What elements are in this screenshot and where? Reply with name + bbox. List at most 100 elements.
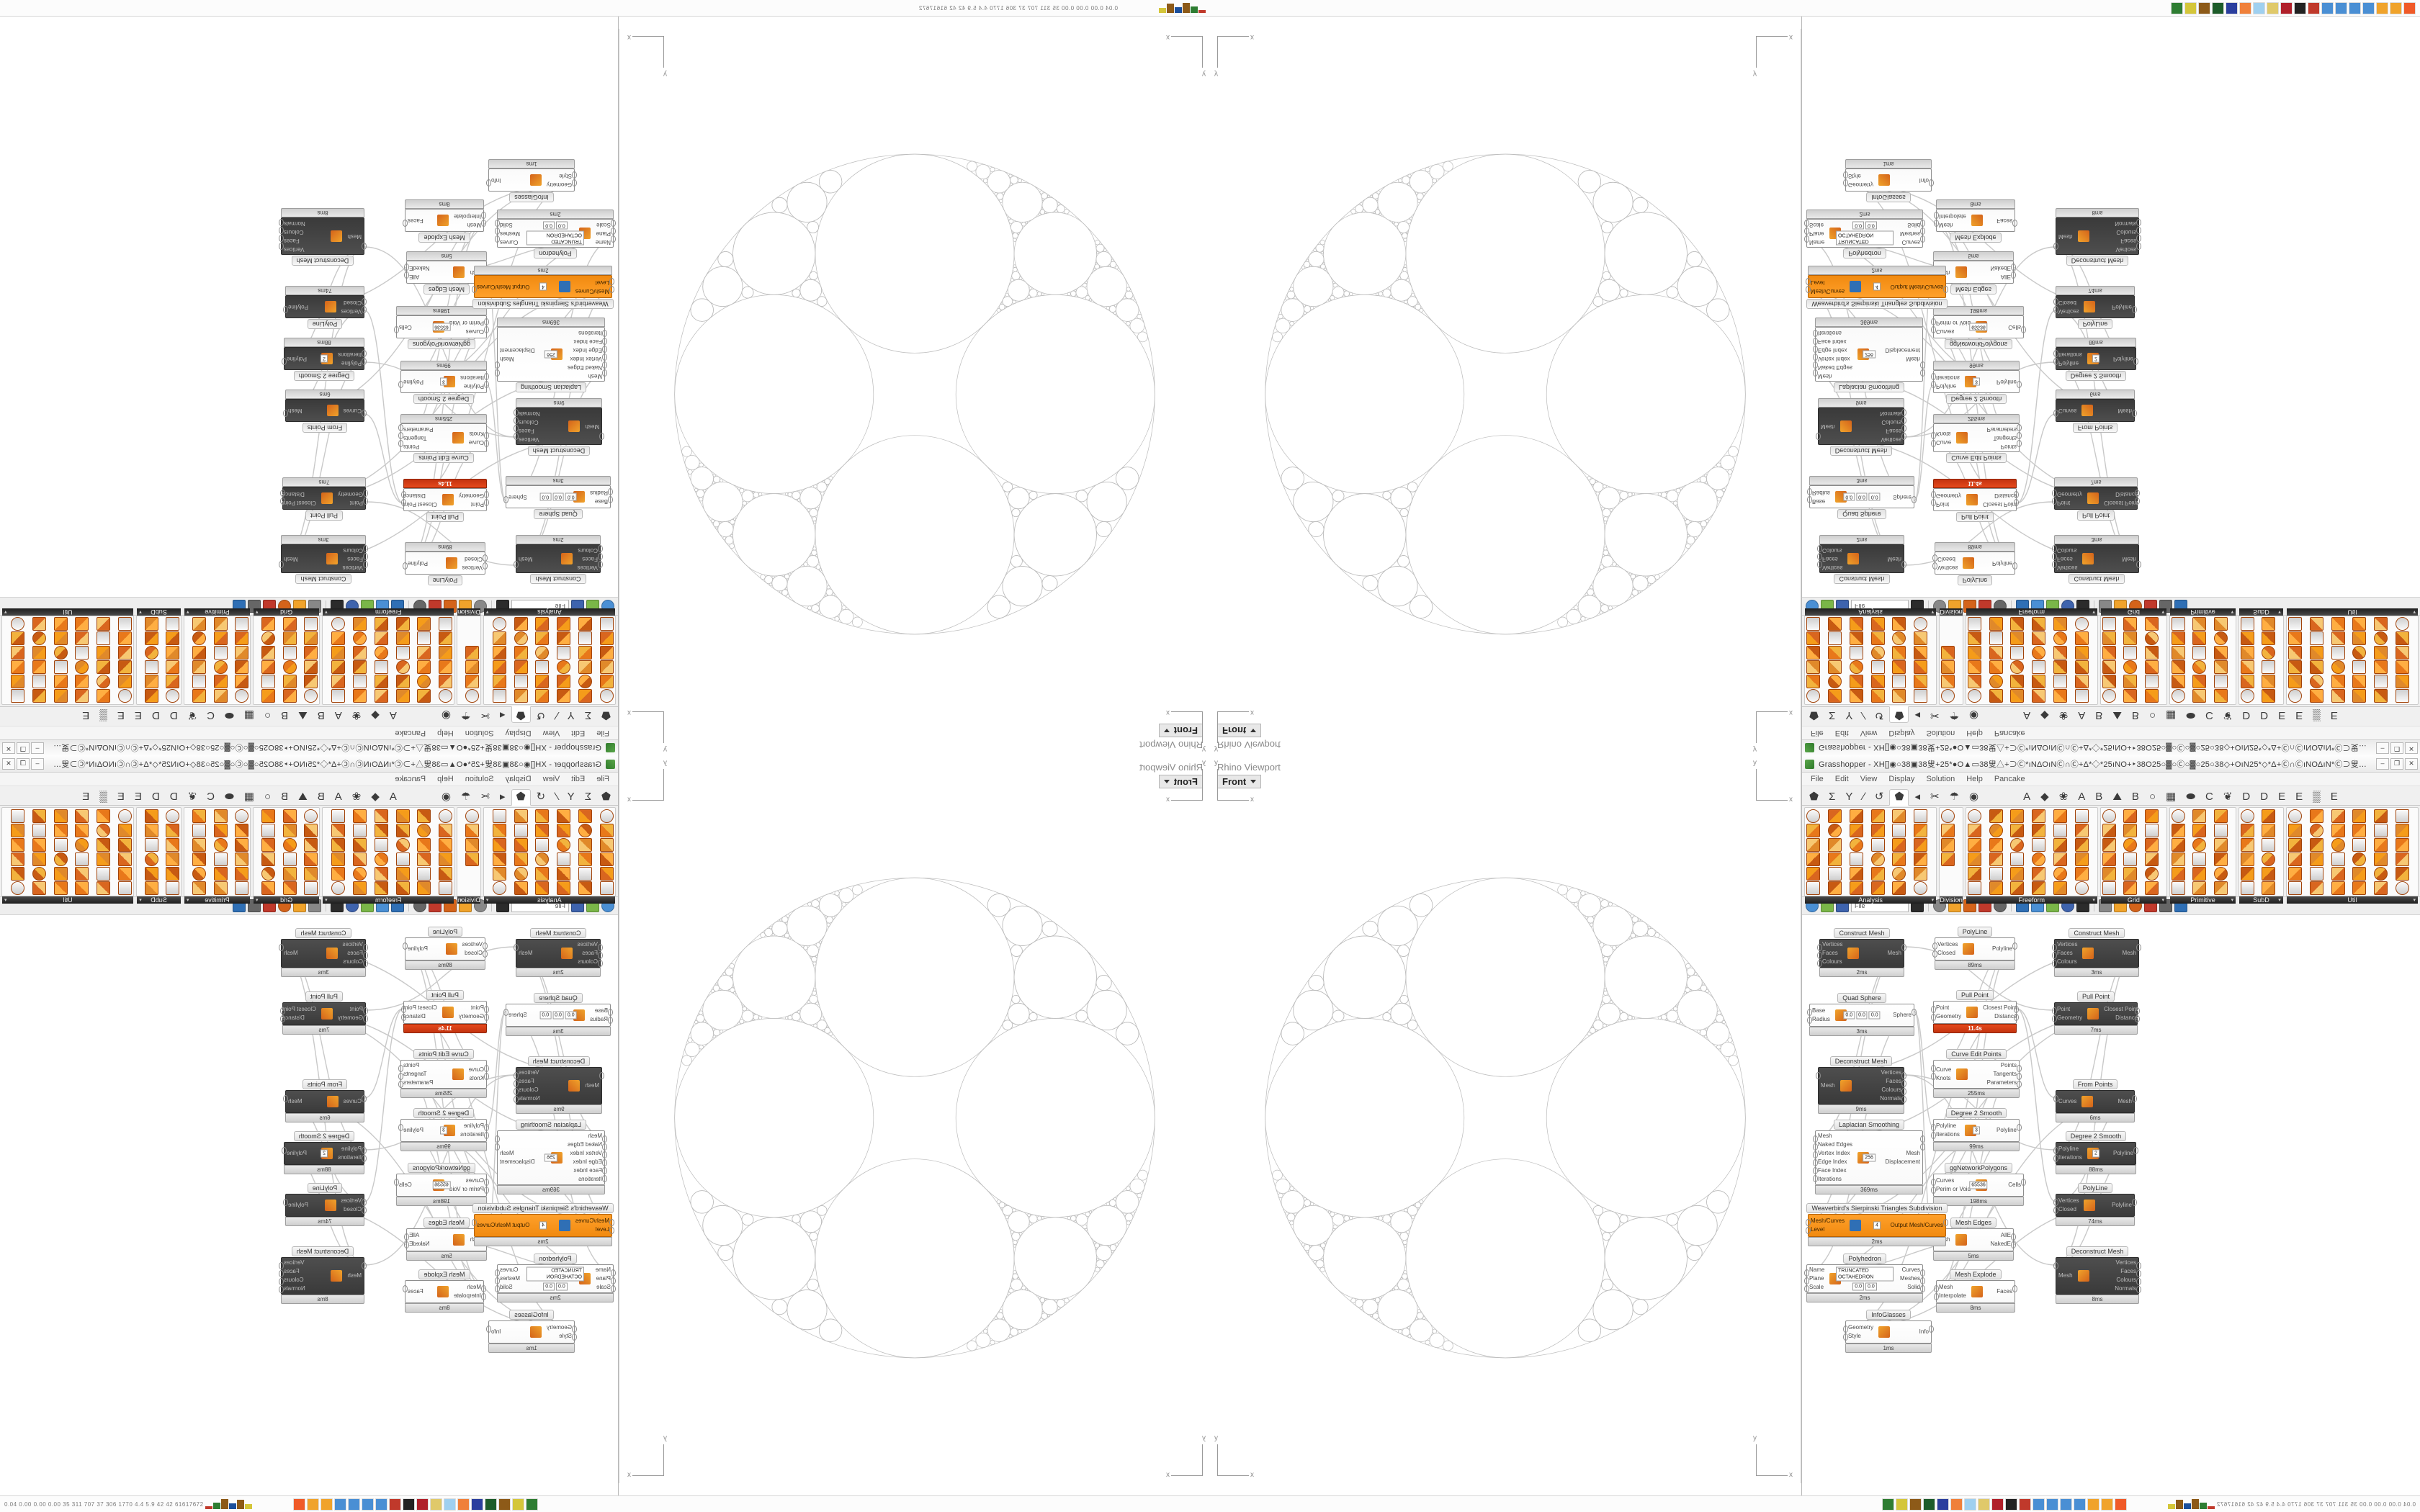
palette-expand-arrow[interactable]: ▾ bbox=[325, 898, 328, 903]
output-nub[interactable] bbox=[2017, 432, 2022, 439]
output-nub[interactable] bbox=[1929, 179, 1934, 186]
component-output-0[interactable]: Info bbox=[491, 1328, 501, 1335]
component-input-0[interactable]: Mesh/Curves bbox=[1811, 1218, 1845, 1224]
palette-icon-grid-2[interactable] bbox=[261, 689, 276, 703]
palette-icon-analysis-14[interactable] bbox=[557, 660, 571, 674]
taskbar-icon-9[interactable] bbox=[2280, 1, 2293, 14]
menu-item-file[interactable]: File bbox=[596, 729, 609, 737]
ribbon-tab-addon-d2[interactable]: D bbox=[2260, 791, 2269, 803]
input-nub[interactable] bbox=[1804, 1285, 1809, 1292]
palette-icon-freeform-9[interactable] bbox=[2032, 824, 2046, 837]
palette-label-subd[interactable]: SubD ▾ bbox=[2239, 896, 2283, 904]
ribbon-tab-addon-weaverbird[interactable]: ❀ bbox=[2058, 791, 2069, 803]
palette-icon-util-33[interactable] bbox=[2352, 617, 2367, 631]
component-input-0[interactable]: Polyline bbox=[463, 383, 484, 390]
input-nub[interactable] bbox=[1806, 286, 1811, 293]
output-nub[interactable] bbox=[282, 1147, 287, 1154]
gh-component[interactable]: From Points Curves Mesh 6ms bbox=[2053, 390, 2137, 433]
rhino-viewport[interactable]: Rhino Viewport Front x y x y x y x y bbox=[619, 29, 1210, 756]
input-nub[interactable] bbox=[483, 554, 488, 562]
input-nub[interactable] bbox=[609, 278, 614, 285]
ribbon-tab-addon-leaf[interactable]: ❦ bbox=[187, 709, 197, 721]
ribbon-tab-addon-lunchbox[interactable]: ◆ bbox=[371, 791, 380, 803]
component-input-1[interactable]: Iterations bbox=[1936, 1131, 1960, 1138]
palette-icon-primitive-1[interactable] bbox=[213, 809, 228, 823]
window-title-bar[interactable]: Grasshopper - XH[]◉○38▣38叟+25*●Ο▲▭38叟△+⊃… bbox=[1802, 756, 2420, 773]
palette-icon-util-4[interactable] bbox=[2374, 809, 2388, 823]
component-output-0[interactable]: Faces bbox=[1996, 1288, 2012, 1295]
ribbon-tab-maths[interactable]: Σ bbox=[1829, 791, 1836, 803]
palette-icon-primitive-16[interactable] bbox=[213, 617, 228, 631]
component-input-0[interactable]: Vertices bbox=[1822, 941, 1843, 948]
palette-icon-grid-14[interactable] bbox=[2144, 867, 2159, 881]
palette-expand-arrow[interactable]: ▾ bbox=[2413, 898, 2416, 903]
palette-icon-freeform-0[interactable] bbox=[1967, 809, 1981, 823]
input-nub[interactable] bbox=[1931, 1132, 1936, 1139]
palette-icon-division-2[interactable] bbox=[465, 660, 479, 674]
palette-icon-division-3[interactable] bbox=[1941, 852, 1955, 866]
palette-icon-analysis-1[interactable] bbox=[1827, 689, 1842, 703]
palette-expand-arrow[interactable]: ▾ bbox=[1958, 898, 1960, 903]
ribbon-tab-addon-terrain[interactable]: ⛰ bbox=[2112, 791, 2122, 803]
component-output-1[interactable]: NakedE bbox=[409, 265, 430, 271]
component-value-1[interactable]: 0.0 bbox=[1852, 221, 1864, 230]
palette-icon-freeform-34[interactable] bbox=[2053, 617, 2068, 631]
palette-icon-primitive-2[interactable] bbox=[2213, 689, 2228, 703]
component-input-0[interactable]: Point bbox=[470, 1004, 484, 1011]
minimize-button[interactable]: – bbox=[2376, 742, 2389, 754]
palette-icon-analysis-5[interactable] bbox=[1914, 809, 1928, 823]
component-input-0[interactable]: Geometry bbox=[1848, 1324, 1874, 1331]
palette-icon-analysis-25[interactable] bbox=[578, 631, 593, 645]
input-nub[interactable] bbox=[602, 1175, 607, 1182]
component-value-2[interactable]: 0.0 bbox=[543, 1282, 555, 1291]
component-body[interactable]: Point Geometry Closest Point Distance bbox=[401, 488, 489, 511]
output-nub[interactable] bbox=[2132, 1095, 2137, 1102]
component-output-2[interactable]: Colours bbox=[284, 229, 304, 235]
palette-icon-analysis-34[interactable] bbox=[1892, 617, 1906, 631]
component-body[interactable]: Base Radius Sphere 0.0 0.0 0.0 bbox=[503, 1004, 613, 1027]
taskbar-icon-2[interactable] bbox=[320, 1498, 333, 1511]
palette-icon-util-9[interactable] bbox=[2352, 675, 2367, 688]
component-output-1[interactable]: Distance bbox=[403, 1013, 426, 1020]
palette-icon-freeform-7[interactable] bbox=[1989, 675, 2003, 688]
palette-icon-util-24[interactable] bbox=[2287, 631, 2302, 645]
output-nub[interactable] bbox=[401, 491, 406, 498]
component-output-2[interactable]: Parameters bbox=[1986, 1079, 2017, 1086]
palette-expand-arrow[interactable]: ▾ bbox=[2413, 609, 2416, 614]
component-output-0[interactable]: Polyline bbox=[288, 1202, 309, 1208]
component-value-0[interactable]: 65536 bbox=[1969, 323, 1988, 331]
palette-icon-analysis-19[interactable] bbox=[1827, 646, 1842, 660]
ribbon-tab-addon-a2[interactable]: A bbox=[334, 791, 342, 803]
palette-icon-analysis-19[interactable] bbox=[578, 646, 593, 660]
component-body[interactable]: Point Geometry Closest Point Distance bbox=[2052, 487, 2140, 510]
component-input-2[interactable]: Scale bbox=[596, 1284, 611, 1290]
palette-icon-freeform-35[interactable] bbox=[331, 617, 345, 631]
palette-icon-freeform-26[interactable] bbox=[2010, 631, 2025, 645]
palette-icon-primitive-10[interactable] bbox=[2192, 646, 2207, 660]
palette-icon-analysis-29[interactable] bbox=[1914, 631, 1928, 645]
palette-icon-grid-16[interactable] bbox=[2123, 617, 2138, 631]
component-output-0[interactable]: Closest Point bbox=[1983, 1004, 2017, 1011]
palette-expand-arrow[interactable]: ▾ bbox=[1931, 609, 1935, 614]
output-nub[interactable] bbox=[1920, 1143, 1925, 1151]
output-nub[interactable] bbox=[398, 1124, 403, 1131]
palette-icon-analysis-21[interactable] bbox=[1870, 852, 1885, 866]
gh-component[interactable]: Degree 2 Smooth Polyline Iterations Polylin… bbox=[1931, 361, 2022, 404]
palette-icon-grid-3[interactable] bbox=[304, 824, 318, 837]
output-nub[interactable] bbox=[2135, 1007, 2140, 1014]
menu-item-help[interactable]: Help bbox=[1966, 775, 1983, 783]
palette-icon-freeform-30[interactable] bbox=[1967, 881, 1981, 895]
palette-icon-primitive-4[interactable] bbox=[213, 824, 228, 837]
palette-icon-freeform-9[interactable] bbox=[374, 824, 388, 837]
window-buttons[interactable]: – ❐ ✕ bbox=[2, 758, 44, 770]
ribbon-tab-addon-kangaroo[interactable]: ○ bbox=[264, 791, 272, 803]
component-output-0[interactable]: AllE bbox=[409, 274, 420, 280]
palette-icon-analysis-30[interactable] bbox=[600, 617, 614, 631]
component-body[interactable]: Vertices Closed Polyline bbox=[283, 1194, 367, 1217]
palette-icon-analysis-33[interactable] bbox=[1870, 881, 1885, 895]
input-nub[interactable] bbox=[363, 960, 368, 967]
input-nub[interactable] bbox=[363, 498, 368, 505]
component-output-0[interactable]: Curves bbox=[500, 1266, 519, 1273]
component-caption[interactable]: Weaverbird's Sierpinski Triangles Subdiv… bbox=[472, 1203, 614, 1213]
palette-icon-util-10[interactable] bbox=[32, 824, 46, 837]
